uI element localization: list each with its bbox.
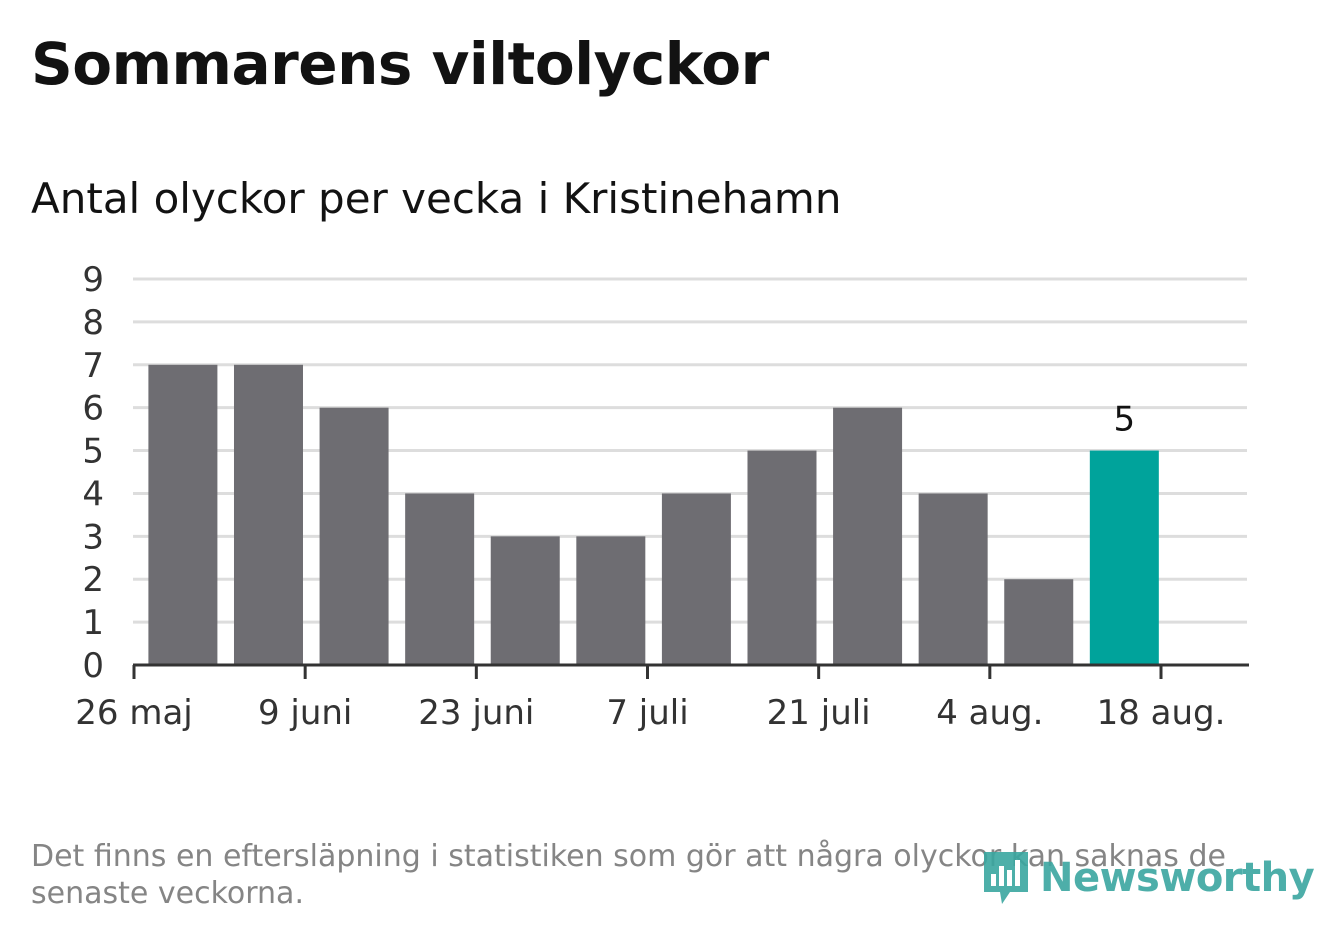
data-label: 5 [1114, 400, 1136, 440]
y-tick-label: 8 [82, 303, 104, 343]
bar-2024-06-30 [490, 536, 560, 665]
x-tick-label: 23 juni [418, 693, 534, 733]
newsworthy-logo: Newsworthy [980, 848, 1315, 908]
y-tick-label: 5 [82, 432, 104, 472]
bars [148, 364, 1159, 665]
newsworthy-logo-text: Newsworthy [1040, 855, 1315, 901]
bar-2024-07-14 [661, 493, 731, 665]
bar-2024-08-11 [1004, 579, 1074, 665]
bar-2024-07-21 [747, 450, 817, 665]
bar-2024-08-04 [918, 493, 988, 665]
x-tick-label: 7 juli [606, 693, 688, 733]
y-tick-label: 6 [82, 389, 104, 429]
x-tick-label: 18 aug. [1097, 693, 1226, 733]
x-tick-label: 21 juli [767, 693, 871, 733]
bar-2024-07-28 [833, 407, 903, 665]
y-tick-label: 1 [82, 603, 104, 643]
x-tick-label: 9 juni [258, 693, 352, 733]
y-tick-label: 2 [82, 560, 104, 600]
chart-title: Sommarens viltolyckor [31, 30, 769, 98]
bar-2024-08-18 [1089, 450, 1159, 665]
bar-2024-06-16 [319, 407, 389, 665]
y-tick-label: 7 [82, 346, 104, 386]
y-tick-label: 0 [82, 646, 104, 686]
chart-subtitle: Antal olyckor per vecka i Kristinehamn [31, 174, 842, 223]
x-tick-label: 4 aug. [936, 693, 1043, 733]
y-tick-label: 3 [82, 517, 104, 557]
y-tick-label: 9 [82, 260, 104, 300]
bar-2024-07-07 [576, 536, 646, 665]
bar-2024-06-02 [148, 364, 218, 665]
x-tick-label: 26 maj [75, 693, 192, 733]
bar-2024-06-09 [233, 364, 303, 665]
y-tick-label: 4 [82, 474, 104, 514]
x-axis [132, 663, 1249, 679]
newsworthy-logo-icon [984, 852, 1028, 904]
bar-2024-06-23 [405, 493, 475, 665]
